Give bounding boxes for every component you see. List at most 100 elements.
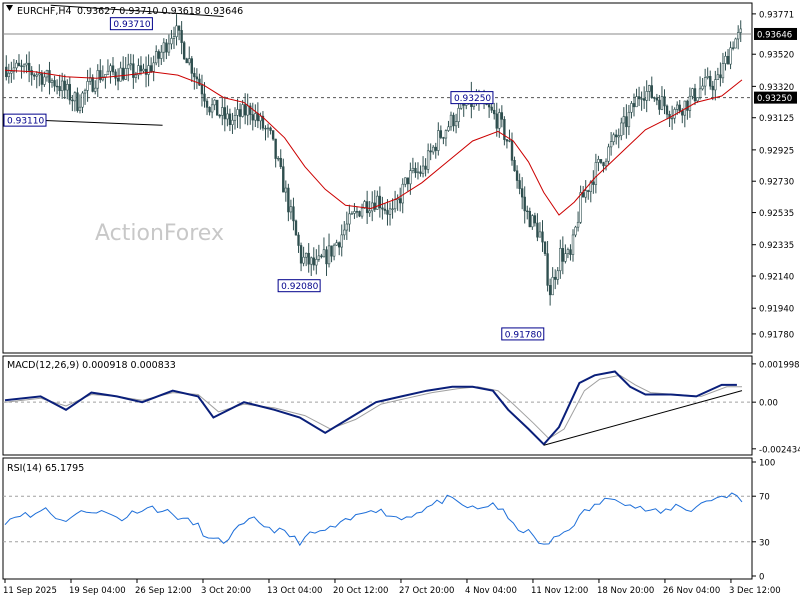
candle-body bbox=[86, 81, 89, 91]
candle-body bbox=[315, 259, 318, 266]
time-tick-label: 19 Sep 04:00 bbox=[69, 586, 126, 596]
candle-body bbox=[266, 127, 270, 130]
price-tick-label: 0.93771 bbox=[759, 10, 794, 20]
candle-body bbox=[213, 99, 216, 106]
candle-body bbox=[30, 70, 33, 76]
rsi-tick-label: 70 bbox=[759, 493, 770, 503]
time-axis: 11 Sep 2025 19 Sep 04:00 26 Sep 12:00 3 Oct… bbox=[3, 579, 781, 596]
candle-body bbox=[447, 126, 450, 131]
price-tick-label: 0.91780 bbox=[759, 330, 794, 340]
candle-body bbox=[739, 28, 742, 33]
time-tick-label: 18 Nov 20:00 bbox=[597, 586, 654, 596]
candle-body bbox=[449, 114, 453, 128]
candle-body bbox=[442, 137, 445, 139]
candle-body bbox=[571, 234, 575, 255]
candle-body bbox=[25, 62, 28, 66]
candle-body bbox=[119, 67, 122, 82]
candle-body bbox=[378, 195, 382, 209]
macd-tick-label: -0.002434 bbox=[759, 445, 800, 455]
candle-body bbox=[170, 38, 173, 45]
candle-body bbox=[299, 245, 303, 264]
candle-body bbox=[559, 248, 562, 272]
rsi-tick-label: 100 bbox=[759, 459, 775, 469]
candle-body bbox=[238, 109, 242, 117]
candle-body bbox=[592, 181, 595, 185]
candle-body bbox=[330, 245, 333, 257]
candle-body bbox=[20, 65, 23, 68]
candle-body bbox=[83, 90, 87, 94]
candle-body bbox=[228, 113, 232, 125]
candle-body bbox=[714, 79, 717, 91]
candle-body bbox=[505, 139, 509, 142]
candle-body bbox=[434, 146, 437, 151]
candle-body bbox=[205, 100, 209, 108]
candle-body bbox=[698, 88, 702, 98]
price-tick-label: 0.92925 bbox=[759, 146, 794, 156]
candle-body bbox=[312, 257, 315, 266]
candle-body bbox=[386, 210, 389, 215]
candle-body bbox=[111, 65, 115, 73]
candle-body bbox=[147, 65, 150, 75]
candle-body bbox=[726, 55, 730, 65]
current-price-labels: 0.93646 0.93250 bbox=[754, 27, 797, 104]
candle-body bbox=[198, 78, 201, 86]
candle-body bbox=[371, 202, 374, 212]
candle-body bbox=[660, 96, 664, 110]
candle-body bbox=[33, 74, 36, 77]
rsi-levels bbox=[3, 495, 752, 543]
rsi-panel-frame bbox=[2, 457, 753, 580]
price-label-text: 0.93710 bbox=[113, 20, 150, 30]
candle-body bbox=[615, 134, 618, 138]
candle-body bbox=[515, 170, 519, 181]
price-candles bbox=[5, 14, 742, 306]
candle-body bbox=[500, 112, 504, 120]
candle-body bbox=[127, 64, 130, 69]
candle-body bbox=[457, 107, 460, 122]
collapse-triangle-icon[interactable] bbox=[6, 5, 13, 11]
candle-body bbox=[216, 99, 219, 116]
candle-body bbox=[734, 38, 737, 49]
candle-body bbox=[55, 85, 59, 88]
rsi-tick-label: 30 bbox=[759, 538, 770, 548]
candle-body bbox=[587, 190, 590, 192]
candle-body bbox=[132, 63, 135, 78]
price-trendline bbox=[50, 4, 224, 17]
candle-body bbox=[416, 171, 420, 174]
candle-body bbox=[365, 201, 369, 214]
candle-body bbox=[167, 43, 171, 53]
candle-body bbox=[663, 96, 666, 107]
rsi-tick-label: 0 bbox=[759, 573, 764, 583]
candle-body bbox=[609, 141, 613, 148]
candle-body bbox=[338, 242, 341, 248]
candle-body bbox=[373, 202, 376, 210]
moving-average-line bbox=[4, 69, 743, 216]
candle-body bbox=[401, 183, 404, 204]
candle-body bbox=[388, 208, 392, 215]
price-annotations: 0.93710 0.93110 0.93250 0.92080 0.91780 bbox=[3, 17, 545, 341]
candle-body bbox=[696, 97, 699, 102]
candle-body bbox=[99, 70, 102, 81]
candle-body bbox=[353, 211, 356, 214]
price-label-box bbox=[3, 113, 47, 127]
candle-body bbox=[10, 71, 13, 74]
candle-body bbox=[526, 210, 529, 212]
candle-body bbox=[676, 104, 679, 110]
candle-body bbox=[66, 84, 69, 91]
candle-body bbox=[221, 107, 224, 116]
candle-body bbox=[437, 130, 440, 151]
candle-body bbox=[292, 206, 295, 222]
candle-body bbox=[419, 171, 422, 174]
candle-body bbox=[35, 74, 38, 77]
candle-body bbox=[594, 162, 598, 185]
candle-body bbox=[404, 177, 407, 185]
candle-body bbox=[223, 107, 227, 120]
candle-body bbox=[393, 199, 397, 210]
candle-body bbox=[637, 96, 641, 100]
candle-body bbox=[612, 134, 615, 142]
candle-body bbox=[406, 177, 409, 185]
candle-body bbox=[426, 150, 430, 170]
candle-body bbox=[162, 42, 166, 53]
candle-body bbox=[17, 62, 21, 67]
